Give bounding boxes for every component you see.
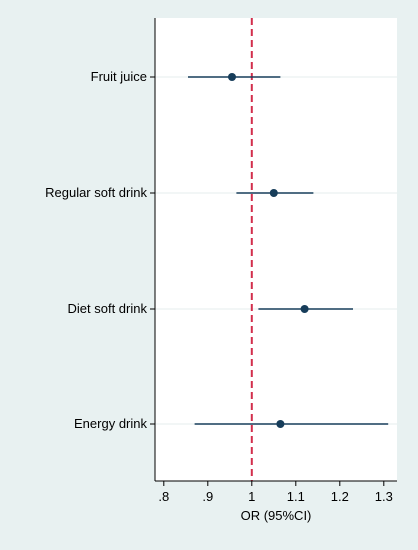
x-tick-label-4: 1.2: [331, 489, 349, 504]
plot-area: [155, 18, 397, 481]
row-label-0: Fruit juice: [91, 69, 147, 84]
x-tick-label-3: 1.1: [287, 489, 305, 504]
row-label-1: Regular soft drink: [45, 185, 147, 200]
or-point-1: [269, 189, 278, 197]
or-point-3: [276, 420, 285, 428]
x-axis-label: OR (95%CI): [241, 508, 312, 523]
data-layer: [188, 73, 389, 428]
x-tick-label-2: 1: [248, 489, 255, 504]
row-label-2: Diet soft drink: [68, 301, 148, 316]
x-tick-label-1: .9: [202, 489, 213, 504]
or-point-2: [300, 305, 309, 313]
x-tick-label-5: 1.3: [375, 489, 393, 504]
row-label-3: Energy drink: [74, 416, 147, 431]
x-tick-label-0: .8: [158, 489, 169, 504]
axes: .8 .9 1 1.1 1.2 1.3 Fruit juice Regular soft dr…: [45, 69, 393, 504]
or-point-0: [228, 73, 236, 81]
